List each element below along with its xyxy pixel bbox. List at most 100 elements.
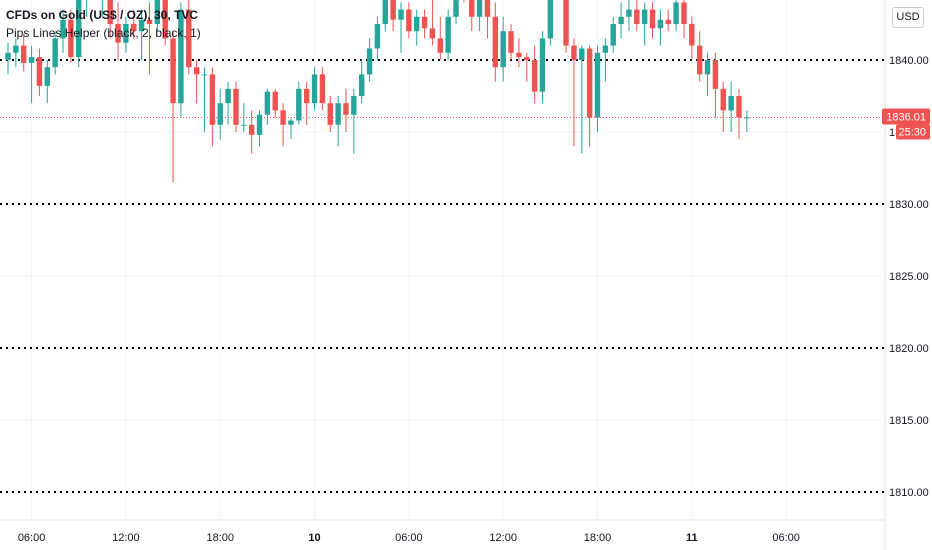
currency-button[interactable]: USD xyxy=(892,7,924,28)
candle-body xyxy=(303,88,310,104)
last-price-tag: 1836.01 25:30 xyxy=(882,108,930,140)
candle xyxy=(673,0,679,32)
candle xyxy=(21,34,27,72)
candle-body xyxy=(256,114,263,135)
candle-body xyxy=(547,0,554,39)
candle xyxy=(13,38,19,68)
candle xyxy=(44,60,50,104)
candle-body xyxy=(138,19,145,32)
candle xyxy=(123,16,129,53)
candle xyxy=(531,45,538,104)
candle-body xyxy=(107,0,113,25)
candle-body xyxy=(704,60,711,75)
candle xyxy=(115,2,121,60)
x-tick-label: 18:00 xyxy=(206,532,234,544)
pips-lines xyxy=(0,59,885,493)
candle xyxy=(586,45,593,147)
candle-body xyxy=(60,19,66,39)
candle-body xyxy=(720,88,726,111)
candle-body xyxy=(21,45,27,63)
candle-body xyxy=(52,38,58,68)
candle xyxy=(728,81,734,132)
candle-body xyxy=(539,38,546,92)
price-axis[interactable]: 1810.001815.001820.001825.001830.001835.… xyxy=(884,0,929,550)
candle-body xyxy=(524,57,530,60)
candle-body xyxy=(657,19,664,29)
candle xyxy=(351,88,357,154)
candle-body xyxy=(476,0,483,17)
candle xyxy=(170,31,176,183)
candle xyxy=(571,38,577,147)
candle-body xyxy=(201,74,208,76)
candle-body xyxy=(131,24,137,32)
candle-body xyxy=(374,24,381,49)
candle-body xyxy=(146,19,153,24)
candle xyxy=(500,16,506,82)
candle xyxy=(36,48,43,96)
candle xyxy=(366,38,373,82)
candle-body xyxy=(665,19,671,24)
candle xyxy=(233,81,239,132)
candle-body xyxy=(744,117,750,119)
candle-body xyxy=(28,57,35,63)
candle-body xyxy=(209,74,216,125)
x-tick-label: 06:00 xyxy=(18,532,46,544)
candle-body xyxy=(248,124,255,135)
candle-body xyxy=(736,96,742,118)
candle xyxy=(445,9,451,60)
candle-body xyxy=(36,57,43,86)
candle xyxy=(107,0,113,39)
candle-body xyxy=(193,67,200,75)
candle-body xyxy=(76,0,82,58)
candle xyxy=(288,117,294,140)
candle-body xyxy=(618,16,624,24)
candle xyxy=(736,88,742,140)
candle xyxy=(696,31,703,82)
candle-body xyxy=(123,24,129,43)
candle-body xyxy=(154,0,161,24)
candle-body xyxy=(366,48,373,75)
candle xyxy=(626,0,632,32)
candle xyxy=(406,2,412,39)
candle xyxy=(76,0,82,68)
candle-body xyxy=(437,38,443,53)
candle xyxy=(665,9,671,32)
candle xyxy=(429,0,436,46)
candle xyxy=(382,0,388,32)
countdown-value: 25:30 xyxy=(898,126,926,138)
candle-body xyxy=(115,24,121,43)
candle-body xyxy=(241,124,247,126)
x-tick-label: 12:00 xyxy=(112,532,140,544)
candle xyxy=(359,60,365,104)
x-tick-label: 11 xyxy=(686,532,698,544)
candle-body xyxy=(170,38,176,104)
candle-body xyxy=(288,120,294,125)
candle xyxy=(186,0,192,75)
candle xyxy=(649,2,656,39)
indicator-label[interactable]: Pips Lines Helper (black, 2, black, 1) xyxy=(6,26,201,40)
candle xyxy=(311,67,318,111)
candle-body xyxy=(429,28,436,39)
candle-body xyxy=(594,52,601,118)
time-axis[interactable]: 06:00 12:00 18:00 10 06:00 12:00 18:00 11 06:00 xyxy=(0,519,885,544)
candle xyxy=(641,2,648,46)
candle xyxy=(319,67,326,111)
candle-body xyxy=(610,24,616,46)
x-tick-label: 12:00 xyxy=(489,532,517,544)
candle xyxy=(484,0,491,39)
candle xyxy=(414,9,420,46)
candle xyxy=(508,24,514,60)
candle-body xyxy=(13,45,19,53)
candle-body xyxy=(327,103,333,125)
candle xyxy=(453,0,459,24)
candle-body xyxy=(634,9,640,24)
candle-body xyxy=(421,16,428,29)
candle xyxy=(547,0,554,46)
candle-body xyxy=(44,67,50,86)
candle-body xyxy=(335,103,341,125)
candle xyxy=(225,81,231,125)
candle xyxy=(421,9,428,39)
candle xyxy=(138,9,145,60)
y-tick-label: 1815.00 xyxy=(889,415,929,427)
